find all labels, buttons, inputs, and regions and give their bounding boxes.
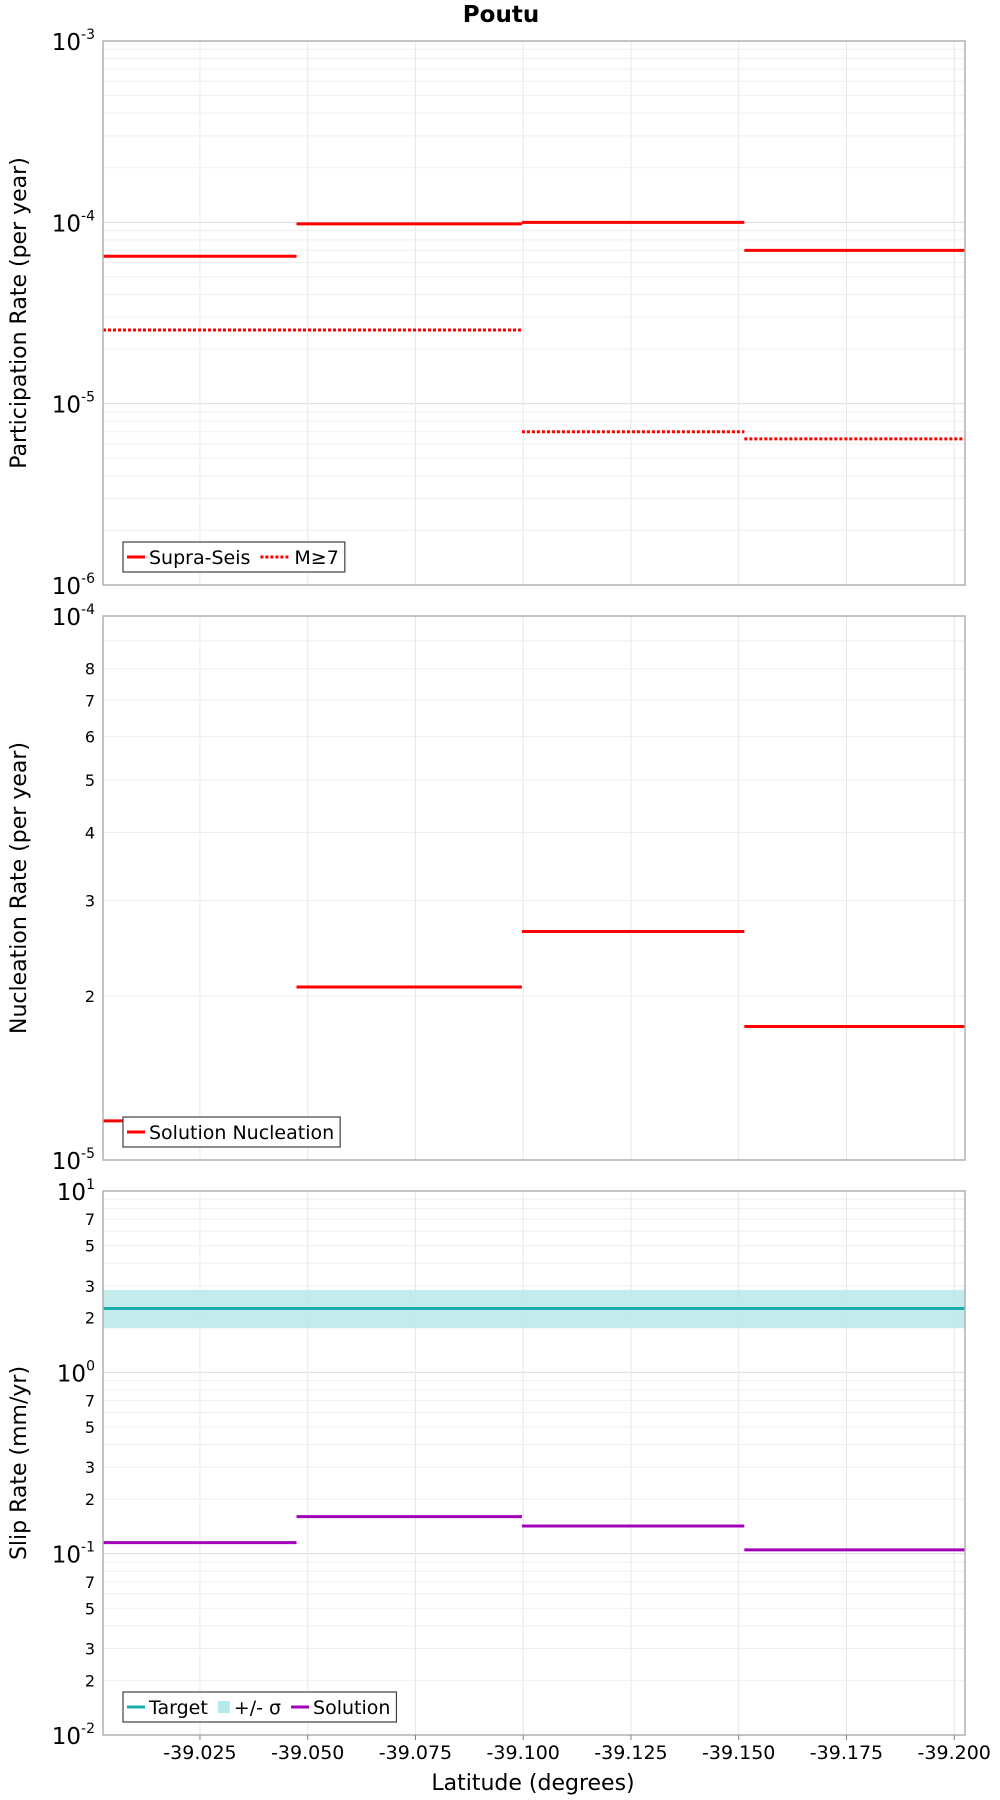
plot-background xyxy=(103,41,965,585)
panel-3: 101 100 10-1 10-2 7 5 3 2 7 5 3 2 7 5 3 2 Slip Rate (mm/… xyxy=(7,1177,991,1764)
chart-title: Poutu xyxy=(463,2,539,28)
y-minor-tick-label: 3 xyxy=(85,1277,95,1296)
y-minor-tick-label: 7 xyxy=(85,1573,95,1592)
plot-background xyxy=(103,616,965,1160)
y-tick-label: 10-4 xyxy=(52,602,95,631)
plot-frame xyxy=(102,615,966,1161)
y-tick-label: 100 xyxy=(57,1358,95,1387)
x-tick-label: -39.150 xyxy=(702,1742,775,1764)
y-tick-label: 10-5 xyxy=(52,1146,95,1175)
y-minor-tick-label: 7 xyxy=(85,1210,95,1229)
x-axis-label: Latitude (degrees) xyxy=(431,1771,634,1796)
legend-label: M≥7 xyxy=(294,547,338,569)
legend-label: Solution Nucleation xyxy=(149,1122,334,1144)
y-axis-label: Participation Rate (per year) xyxy=(7,157,32,469)
y-minor-tick-label: 5 xyxy=(85,1418,95,1437)
y-axis-label: Nucleation Rate (per year) xyxy=(7,742,32,1034)
panel-1: 10-3 10-4 10-5 10-6 Participation Rate (per … xyxy=(7,27,966,600)
plot-background xyxy=(103,1191,965,1735)
y-tick-label: 10-3 xyxy=(52,27,95,56)
x-tick-label: -39.050 xyxy=(271,1742,344,1764)
panel-2: 10-4 10-5 2 3 4 5 6 7 8 Nucleation Rate (per year… xyxy=(7,602,966,1175)
y-minor-tick-label: 5 xyxy=(85,1599,95,1618)
x-tick-label: -39.075 xyxy=(379,1742,452,1764)
y-minor-tick-label: 7 xyxy=(85,1391,95,1410)
y-tick-label: 10-4 xyxy=(52,208,95,237)
y-minor-tick-label: 2 xyxy=(85,1671,95,1690)
x-tick-label: -39.125 xyxy=(594,1742,667,1764)
legend-label: Target xyxy=(148,1697,208,1719)
y-tick-label: 101 xyxy=(57,1177,95,1206)
legend-swatch xyxy=(217,1701,230,1713)
y-minor-tick-label: 3 xyxy=(85,1458,95,1477)
x-tick-label: -39.175 xyxy=(810,1742,883,1764)
legend-label: Solution xyxy=(313,1697,390,1719)
y-tick-label: 10-2 xyxy=(52,1721,95,1750)
legend-box xyxy=(122,1116,341,1148)
y-minor-tick-label: 7 xyxy=(85,691,95,710)
y-minor-tick-label: 6 xyxy=(85,728,95,747)
plot-frame xyxy=(102,40,966,586)
y-minor-tick-label: 8 xyxy=(85,660,95,679)
y-tick-label: 10-1 xyxy=(52,1540,95,1569)
panels: 10-3 10-4 10-5 10-6 Participation Rate (per … xyxy=(7,27,991,1764)
y-tick-label: 10-5 xyxy=(52,390,95,419)
legend: Supra-Seis M≥7 xyxy=(122,541,346,573)
legend-box xyxy=(122,1691,398,1723)
legend-box xyxy=(122,541,346,573)
y-minor-tick-label: 3 xyxy=(85,1639,95,1658)
x-tick-label: -39.100 xyxy=(487,1742,560,1764)
y-minor-tick-label: 4 xyxy=(85,823,95,842)
legend-label: +/- σ xyxy=(234,1697,281,1719)
y-minor-tick-label: 2 xyxy=(85,1309,95,1328)
plot-frame xyxy=(102,1190,966,1736)
y-minor-tick-label: 3 xyxy=(85,891,95,910)
y-tick-label: 10-6 xyxy=(52,571,95,600)
legend-label: Supra-Seis xyxy=(149,547,250,569)
legend: Target +/- σ Solution xyxy=(122,1691,398,1723)
y-minor-tick-label: 5 xyxy=(85,771,95,790)
legend: Solution Nucleation xyxy=(122,1116,341,1148)
x-tick-label: -39.200 xyxy=(918,1742,991,1764)
y-axis-label: Slip Rate (mm/yr) xyxy=(7,1366,32,1560)
x-tick-label: -39.025 xyxy=(163,1742,236,1764)
y-minor-tick-label: 2 xyxy=(85,1490,95,1509)
y-minor-tick-label: 5 xyxy=(85,1237,95,1256)
y-minor-tick-label: 2 xyxy=(85,987,95,1006)
